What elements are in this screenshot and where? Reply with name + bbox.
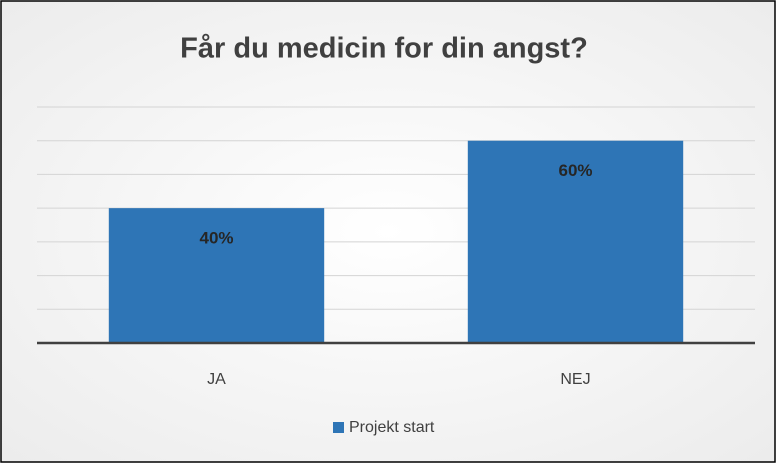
legend-label: Projekt start bbox=[349, 419, 435, 436]
x-tick-label: NEJ bbox=[560, 371, 590, 388]
bar bbox=[467, 140, 684, 343]
data-label: 40% bbox=[199, 229, 233, 248]
data-label: 60% bbox=[558, 161, 592, 180]
bar bbox=[108, 208, 325, 343]
x-tick-label: JA bbox=[207, 371, 226, 388]
legend-swatch bbox=[333, 422, 344, 433]
chart-title: Får du medicin for din angst? bbox=[180, 33, 588, 65]
